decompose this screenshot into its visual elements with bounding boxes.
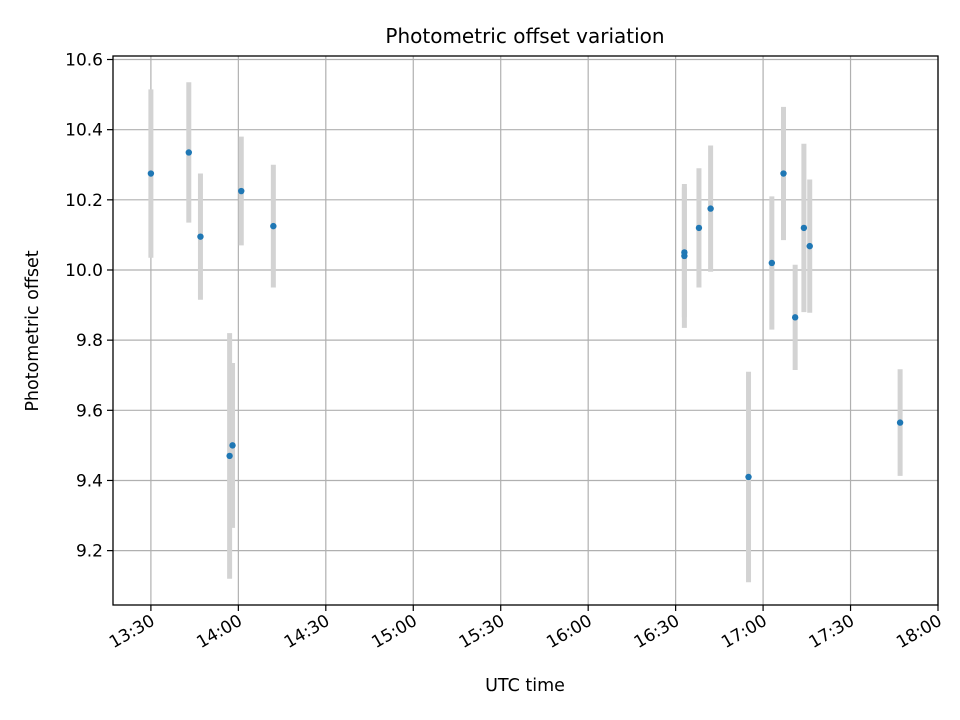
chart-title: Photometric offset variation: [385, 24, 664, 48]
data-point: [707, 205, 714, 212]
data-point: [695, 224, 703, 232]
data-point: [238, 187, 245, 195]
data-point: [185, 149, 192, 156]
y-axis: 9.2 9.4 9.6 9.8 10.0 10.2 10.4 10.6: [65, 51, 113, 562]
y-tick-label: 10.4: [65, 121, 103, 141]
data-point: [791, 314, 799, 321]
y-axis-label: Photometric offset: [23, 250, 43, 411]
grid: [113, 56, 939, 605]
y-tick-label: 10.2: [65, 191, 103, 211]
y-tick-label: 9.2: [76, 542, 103, 562]
x-axis-label: UTC time: [485, 676, 565, 696]
data-point: [197, 233, 204, 240]
data-point: [768, 259, 776, 267]
data-point: [806, 242, 813, 250]
data-points: [147, 149, 904, 481]
data-point: [800, 224, 808, 232]
y-tick-label: 9.6: [76, 401, 103, 421]
y-tick-label: 9.4: [76, 471, 103, 491]
data-point: [896, 419, 904, 426]
data-point: [681, 249, 688, 256]
data-point: [226, 452, 233, 460]
y-tick-label: 10.0: [65, 261, 103, 281]
data-point: [270, 222, 277, 230]
data-point: [780, 170, 787, 177]
y-tick-label: 10.6: [65, 51, 103, 71]
data-point: [229, 442, 236, 449]
data-point: [745, 473, 752, 481]
data-point: [147, 170, 155, 177]
y-tick-label: 9.8: [76, 331, 103, 351]
plot-frame: [112, 55, 939, 606]
